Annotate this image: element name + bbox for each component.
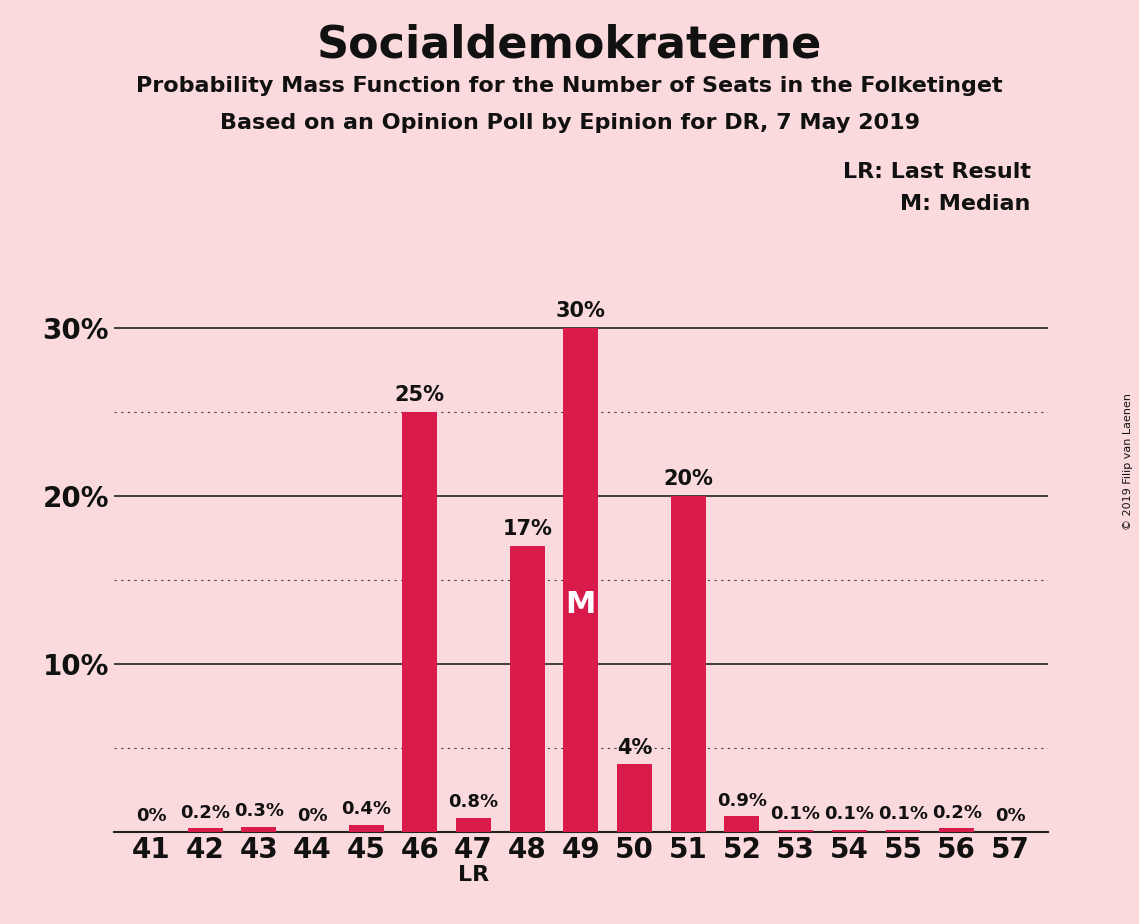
Text: Socialdemokraterne: Socialdemokraterne xyxy=(317,23,822,67)
Bar xyxy=(402,411,437,832)
Bar xyxy=(564,328,598,832)
Bar xyxy=(349,825,384,832)
Text: 0%: 0% xyxy=(995,807,1025,825)
Text: 0.3%: 0.3% xyxy=(233,802,284,820)
Text: Probability Mass Function for the Number of Seats in the Folketinget: Probability Mass Function for the Number… xyxy=(137,76,1002,96)
Text: 0.9%: 0.9% xyxy=(716,792,767,809)
Text: M: Median: M: Median xyxy=(901,194,1031,214)
Text: 0.2%: 0.2% xyxy=(932,804,982,821)
Text: 30%: 30% xyxy=(556,301,606,321)
Bar xyxy=(940,828,974,832)
Bar xyxy=(778,830,813,832)
Bar xyxy=(510,546,544,832)
Bar xyxy=(724,817,760,832)
Bar xyxy=(241,827,277,832)
Bar xyxy=(617,764,652,832)
Text: 4%: 4% xyxy=(617,737,653,758)
Text: 0.2%: 0.2% xyxy=(180,804,230,821)
Text: 0.1%: 0.1% xyxy=(878,805,928,823)
Bar xyxy=(456,818,491,832)
Bar xyxy=(188,828,222,832)
Text: 0.4%: 0.4% xyxy=(342,800,391,818)
Text: 20%: 20% xyxy=(663,468,713,489)
Bar xyxy=(831,830,867,832)
Bar xyxy=(885,830,920,832)
Text: LR: LR xyxy=(458,866,489,885)
Text: Based on an Opinion Poll by Epinion for DR, 7 May 2019: Based on an Opinion Poll by Epinion for … xyxy=(220,113,919,133)
Text: 25%: 25% xyxy=(395,385,445,405)
Text: 0%: 0% xyxy=(137,807,166,825)
Text: 0.1%: 0.1% xyxy=(825,805,875,823)
Text: 0.1%: 0.1% xyxy=(771,805,820,823)
Text: 0.8%: 0.8% xyxy=(449,794,499,811)
Text: 17%: 17% xyxy=(502,519,552,540)
Text: LR: Last Result: LR: Last Result xyxy=(843,162,1031,182)
Bar xyxy=(671,495,706,832)
Text: 0%: 0% xyxy=(297,807,328,825)
Text: © 2019 Filip van Laenen: © 2019 Filip van Laenen xyxy=(1123,394,1133,530)
Text: M: M xyxy=(566,590,596,619)
